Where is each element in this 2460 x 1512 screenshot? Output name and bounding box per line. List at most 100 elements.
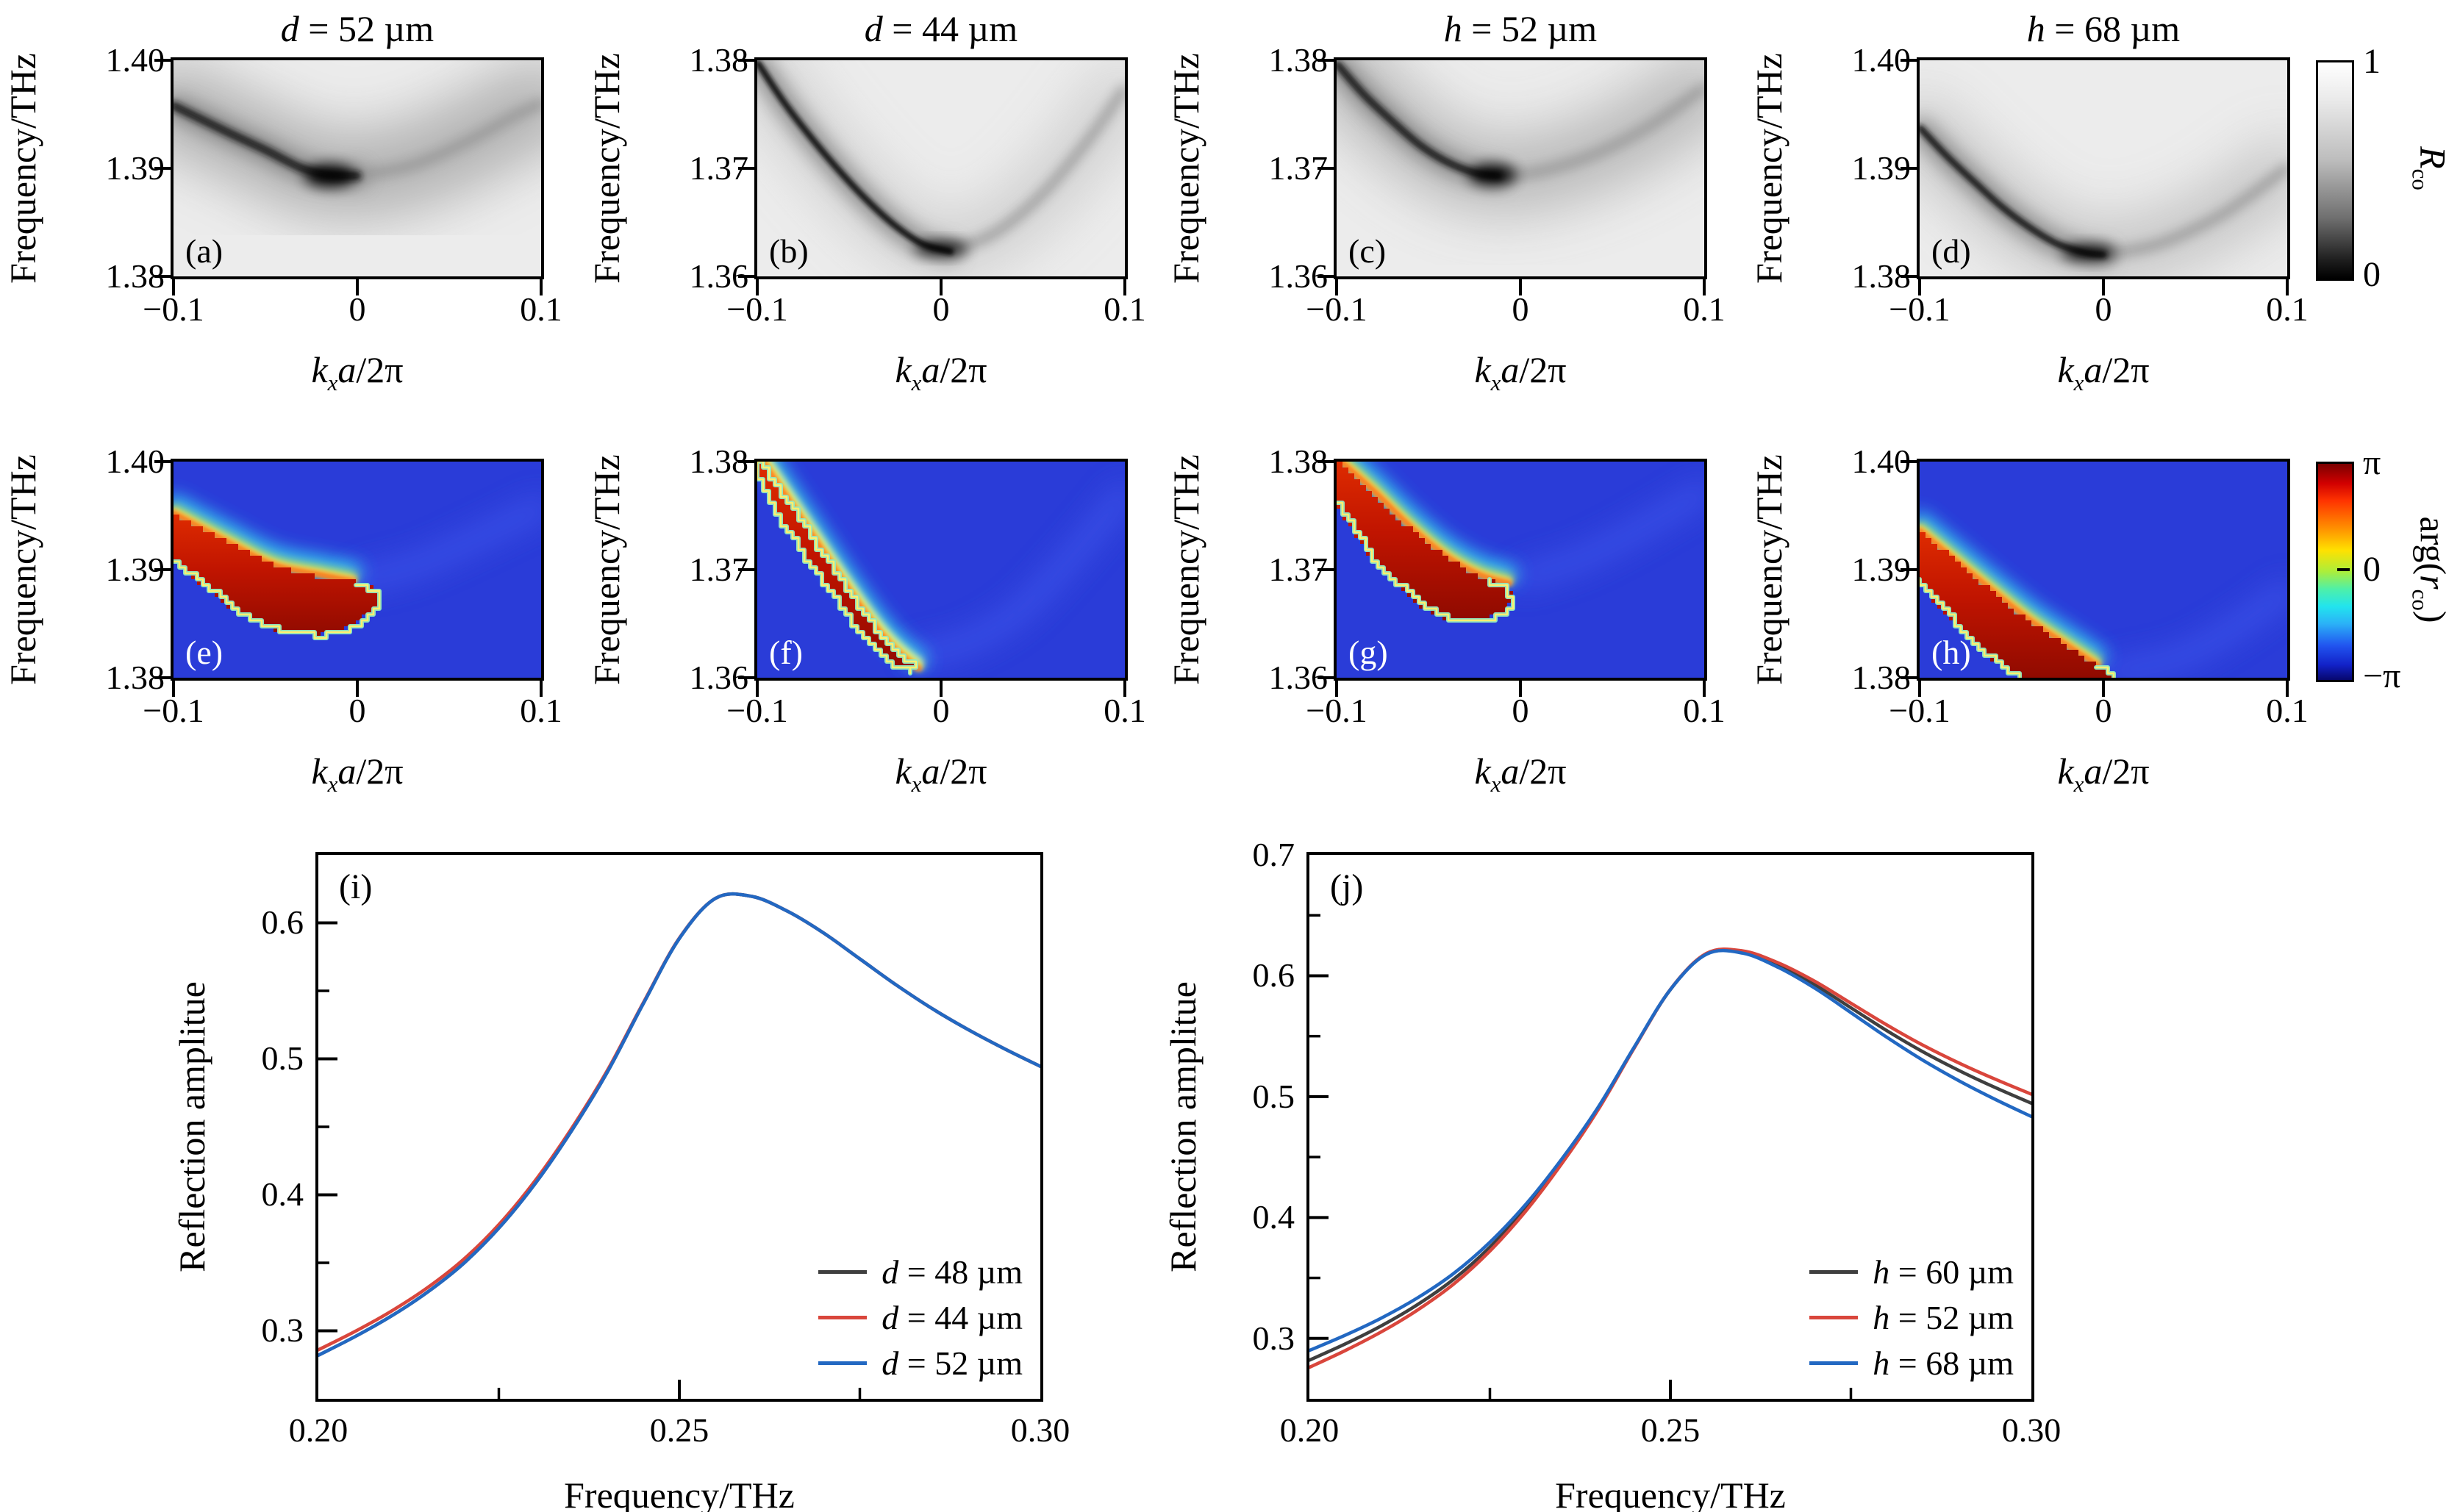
tick-mark	[154, 275, 171, 278]
x-axis-label: kxa/2π	[174, 348, 541, 396]
colorbar-gradient	[2316, 60, 2354, 281]
x-tick-label: 0.30	[2001, 1411, 2062, 1449]
x-axis-label: Frequency/THz	[564, 1475, 795, 1512]
panel-label: (h)	[1931, 634, 1971, 671]
tick-mark	[738, 167, 754, 170]
y-tick-label: 1.40	[1851, 443, 1912, 480]
tick-mark	[1918, 681, 1921, 697]
panel-f: Frequency/THz 1.38 1.37 1.36 (f) −0.1 0 …	[586, 443, 1146, 797]
y-axis-label: Frequency/THz	[586, 454, 627, 685]
heatmap-plot-area: (f)	[754, 459, 1128, 681]
panel-label: (a)	[185, 232, 224, 270]
y-axis-label: Reflection amplitue	[171, 981, 212, 1272]
y-tick-label: 0.4	[1252, 1198, 1295, 1236]
y-tick-label: 1.38	[1268, 41, 1329, 79]
x-tick-label: −0.1	[143, 290, 204, 328]
y-tick-label: 1.38	[689, 41, 749, 79]
tick-mark	[154, 167, 171, 170]
legend-text: h = 52 µm	[1873, 1298, 2014, 1336]
panel-title: d = 52 µm	[140, 7, 574, 50]
x-axis-label-rest: /2π	[2102, 349, 2150, 390]
x-axis-label-rest: /2π	[2102, 750, 2150, 792]
y-tick-label: 0.6	[261, 903, 304, 941]
colorbar-label-post: )	[2412, 610, 2454, 623]
panel-label: (c)	[1348, 232, 1387, 270]
tick-mark	[738, 460, 754, 463]
y-tick-label: 1.39	[105, 149, 165, 187]
legend-text: d = 52 µm	[882, 1344, 1023, 1382]
tick-mark	[1335, 279, 1338, 295]
x-tick-label: 0	[348, 692, 366, 729]
tick-mark	[756, 279, 759, 295]
y-axis-label: Frequency/THz	[586, 53, 627, 284]
x-axis-label-a: a	[2084, 349, 2103, 390]
legend-item: d = 44 µm	[818, 1294, 1023, 1340]
x-axis-label-a: a	[921, 349, 940, 390]
heatmap-image	[1337, 60, 1704, 276]
x-axis-label-rest: /2π	[1519, 349, 1567, 390]
tick-mark	[1317, 460, 1334, 463]
line-plot-i: Reflection amplitue 0.6 0.5 0.4 0.3 (i) …	[171, 852, 1070, 1512]
x-axis-label-a: a	[921, 750, 940, 792]
x-axis-label-rest: /2π	[1519, 750, 1567, 792]
tick-mark	[1901, 676, 1917, 679]
x-tick-label: −0.1	[1889, 692, 1951, 729]
tick-mark	[1519, 279, 1522, 295]
tick-mark	[2102, 279, 2105, 295]
x-axis-label-a: a	[1501, 349, 1520, 390]
x-tick-label: 0.1	[520, 692, 562, 729]
y-axis-label: Frequency/THz	[1748, 53, 1789, 284]
y-tick-label: 0.5	[261, 1039, 304, 1077]
x-axis-label: kxa/2π	[757, 348, 1125, 396]
panel-label: (j)	[1330, 867, 1364, 906]
x-tick-label: 0	[2095, 290, 2112, 328]
y-tick-label: 1.39	[105, 551, 165, 588]
x-axis-label-sub: x	[1490, 370, 1501, 395]
x-axis-label: kxa/2π	[1337, 750, 1704, 798]
colorbar-tick-min: 0	[2363, 255, 2381, 294]
heatmap-image	[757, 462, 1125, 678]
x-tick-label: 0.1	[1683, 290, 1726, 328]
x-tick-label: −0.1	[143, 692, 204, 729]
x-tick-label: 0.1	[520, 290, 562, 328]
y-tick-label: 1.37	[1268, 149, 1329, 187]
x-axis-label-sub: x	[911, 370, 922, 395]
tick-mark	[940, 681, 943, 697]
x-axis-label-sub: x	[911, 771, 922, 797]
legend-item: h = 52 µm	[1809, 1294, 2014, 1340]
legend-line-sample	[1809, 1361, 1859, 1365]
x-axis-label-sub: x	[2073, 771, 2084, 797]
x-tick-label: 0.25	[1640, 1411, 1701, 1449]
colorbar-reflectance: 1 0 Rco	[2316, 43, 2454, 294]
colorbar-label-symbol: R	[2412, 146, 2454, 169]
heatmap-image	[1920, 60, 2287, 276]
x-axis-label-sub: x	[327, 370, 338, 395]
legend-text: h = 68 µm	[1873, 1344, 2014, 1382]
y-tick-label: 1.39	[1851, 551, 1912, 588]
y-axis-label: Frequency/THz	[2, 53, 43, 284]
line-plot-area: (j) h = 60 µm h = 52 µm h = 68 µm	[1306, 852, 2034, 1402]
x-tick-label: 0.1	[1683, 692, 1726, 729]
y-axis-label: Reflection amplitue	[1162, 981, 1204, 1272]
y-tick-label: 0.3	[1252, 1319, 1295, 1357]
x-axis-label-rest: /2π	[940, 750, 987, 792]
colorbar-phase: π 0 −π arg(rco)	[2316, 444, 2454, 695]
heatmap-plot-area: (c)	[1334, 57, 1707, 279]
y-tick-label: 0.6	[1252, 956, 1295, 994]
colorbar-tick-min: −π	[2363, 656, 2401, 695]
x-tick-label: −0.1	[1889, 290, 1951, 328]
panel-label: (e)	[185, 634, 224, 671]
x-axis-label-sub: x	[1490, 771, 1501, 797]
x-axis-label-rest: /2π	[356, 750, 404, 792]
tick-mark	[1317, 568, 1334, 571]
y-tick-label: 1.37	[689, 551, 749, 588]
legend-line-sample	[818, 1361, 868, 1365]
tick-mark	[356, 279, 359, 295]
y-axis-label: Frequency/THz	[1748, 454, 1789, 685]
tick-mark	[172, 279, 175, 295]
x-axis-label-k: k	[895, 349, 912, 390]
colorbar-label-sub: co	[2407, 168, 2434, 190]
title-variable: h	[1443, 8, 1462, 49]
line-plot-area: (i) d = 48 µm d = 44 µm d = 52 µm	[315, 852, 1043, 1402]
